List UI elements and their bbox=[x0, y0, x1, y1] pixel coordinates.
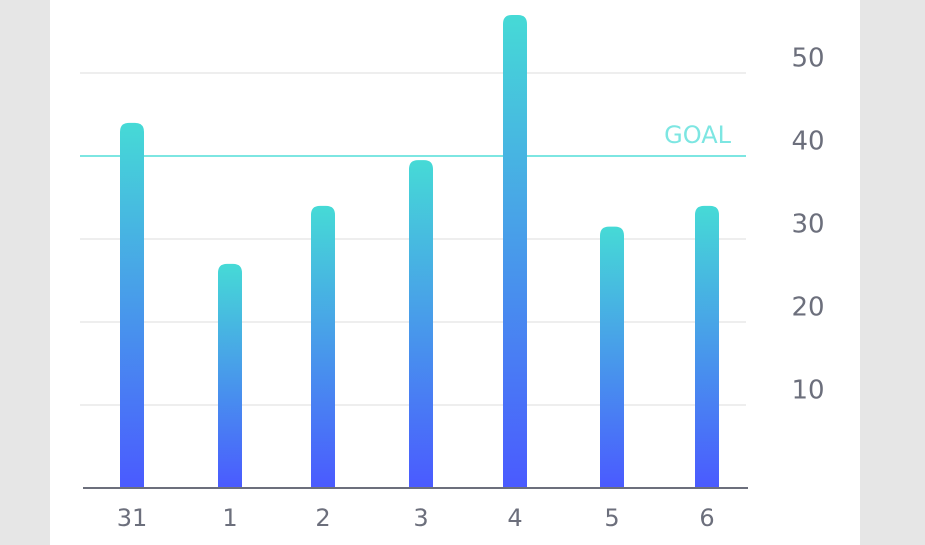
y-tick-label: 10 bbox=[791, 376, 824, 406]
bar bbox=[120, 122, 144, 489]
x-tick-label: 3 bbox=[413, 504, 428, 532]
goal-label: GOAL bbox=[664, 121, 731, 149]
y-tick-label: 30 bbox=[791, 210, 824, 240]
y-tick-label: 20 bbox=[791, 293, 824, 323]
y-tick-label: 40 bbox=[791, 127, 824, 157]
panel bbox=[50, 0, 860, 545]
x-tick-label: 6 bbox=[699, 504, 714, 532]
x-tick-label: 31 bbox=[117, 504, 148, 532]
x-tick-label: 4 bbox=[507, 504, 522, 532]
bar bbox=[409, 160, 433, 488]
x-tick-label: 1 bbox=[222, 504, 237, 532]
bar bbox=[503, 14, 527, 488]
bar bbox=[600, 226, 624, 489]
y-tick-label: 50 bbox=[791, 44, 824, 74]
bar bbox=[311, 205, 335, 489]
bar bbox=[695, 205, 719, 489]
x-tick-label: 5 bbox=[604, 504, 619, 532]
bar bbox=[218, 263, 242, 488]
x-tick-label: 2 bbox=[315, 504, 330, 532]
